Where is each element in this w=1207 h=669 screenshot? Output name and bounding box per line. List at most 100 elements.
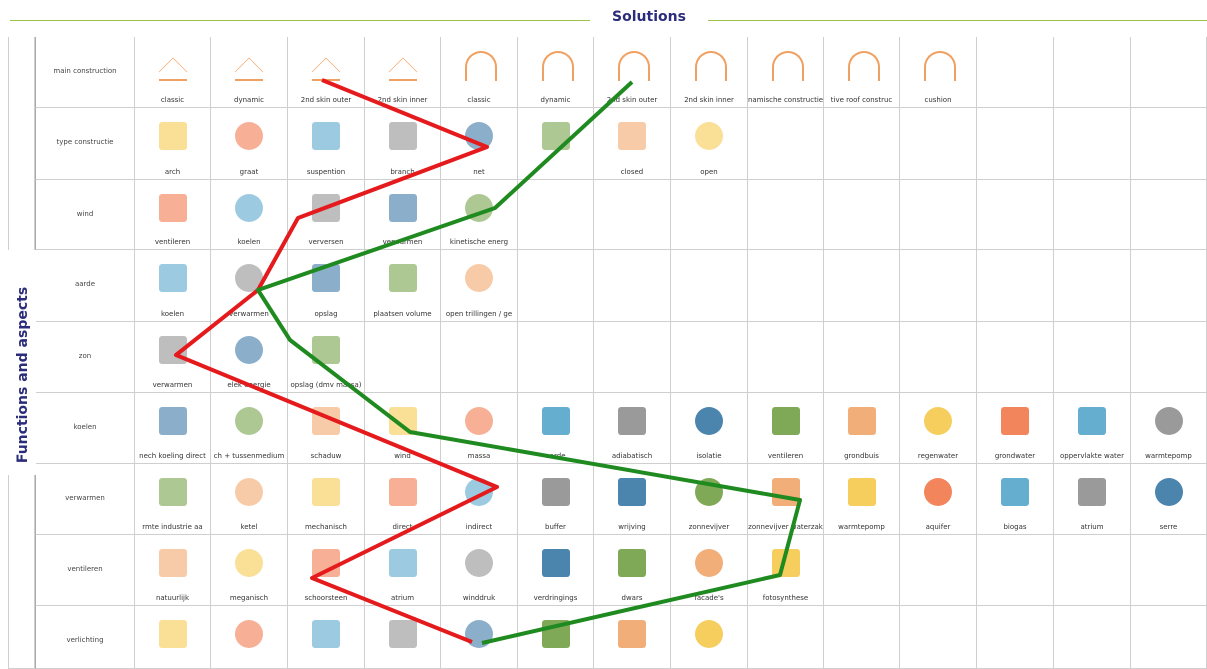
cell bbox=[671, 322, 748, 393]
cell: closed bbox=[594, 108, 671, 180]
cell: 2nd skin inner bbox=[365, 37, 441, 108]
cell bbox=[1054, 250, 1131, 322]
cell-label: verwarmen bbox=[229, 310, 269, 318]
red-path bbox=[174, 78, 499, 644]
icon bbox=[848, 407, 876, 435]
cell: open trillingen / ge bbox=[441, 250, 518, 322]
cell bbox=[824, 535, 900, 606]
cell bbox=[594, 180, 671, 250]
cell bbox=[977, 535, 1054, 606]
cell: koelen bbox=[135, 250, 211, 322]
icon bbox=[235, 549, 263, 577]
cell-label: direct bbox=[392, 523, 413, 531]
cell-label: warmtepomp bbox=[838, 523, 885, 531]
chart-grid: main construction classic dynamic 2nd skin … bbox=[0, 37, 1207, 669]
cell-label: 2nd skin outer bbox=[606, 96, 658, 104]
cell bbox=[824, 322, 900, 393]
icon bbox=[159, 264, 187, 292]
cell bbox=[671, 250, 748, 322]
icon bbox=[159, 407, 187, 435]
row-label: verlichting bbox=[66, 636, 104, 644]
cell: dynamic bbox=[518, 37, 594, 108]
cell bbox=[518, 322, 594, 393]
cell: cushion bbox=[900, 37, 977, 108]
side-label: Functions and aspects bbox=[15, 286, 31, 464]
cell-label: plaatsen volume bbox=[373, 310, 432, 318]
cell-label: rmte industrie aa bbox=[142, 523, 203, 531]
cell-label: isolatie bbox=[696, 452, 722, 460]
icon bbox=[389, 620, 417, 648]
cell: mechanisch bbox=[288, 464, 365, 535]
cell bbox=[900, 108, 977, 180]
cell-label: warmtepomp bbox=[1145, 452, 1192, 460]
cell-label: namische constructie bbox=[748, 96, 823, 104]
cell: oppervlakte water bbox=[1054, 393, 1131, 464]
cell bbox=[1054, 37, 1131, 108]
cell-label: buffer bbox=[545, 523, 566, 531]
cell-label: schoorsteen bbox=[304, 594, 348, 602]
cell bbox=[594, 250, 671, 322]
cell: adiabatisch bbox=[594, 393, 671, 464]
cell-label: branch bbox=[390, 168, 415, 176]
cell-label: aquifer bbox=[925, 523, 951, 531]
cell-label: winddruk bbox=[462, 594, 496, 602]
icon bbox=[389, 51, 417, 81]
cell bbox=[977, 108, 1054, 180]
cell-label: ventileren bbox=[767, 452, 804, 460]
cell: namische constructie bbox=[748, 37, 824, 108]
cell-label: kinetische energ bbox=[449, 238, 509, 246]
cell-label: dwars bbox=[621, 594, 643, 602]
cell: classic bbox=[135, 37, 211, 108]
header-title: Solutions bbox=[612, 9, 686, 25]
cell: open bbox=[671, 108, 748, 180]
cell-label: atrium bbox=[390, 594, 415, 602]
cell: isolatie bbox=[671, 393, 748, 464]
cell: biogas bbox=[977, 464, 1054, 535]
icon bbox=[1078, 407, 1106, 435]
cell-label: closed bbox=[620, 168, 644, 176]
icon bbox=[465, 549, 493, 577]
icon bbox=[465, 51, 497, 81]
cell: suspention bbox=[288, 108, 365, 180]
icon bbox=[848, 51, 880, 81]
header-rule bbox=[708, 20, 1207, 21]
icon bbox=[772, 51, 804, 81]
cell: ventileren bbox=[748, 393, 824, 464]
cell-label: dynamic bbox=[234, 96, 264, 104]
row-label: wind bbox=[76, 210, 94, 218]
cell-label: classic bbox=[160, 96, 185, 104]
cell: massa bbox=[441, 393, 518, 464]
cell-label: zonnevijver waterzak bbox=[748, 523, 823, 531]
cell-label: serre bbox=[1159, 523, 1178, 531]
icon bbox=[235, 194, 263, 222]
cell: wind bbox=[365, 393, 441, 464]
cell: natuurlijk bbox=[135, 535, 211, 606]
cell bbox=[671, 180, 748, 250]
cell-label: dynamic bbox=[540, 96, 571, 104]
cell: winddruk bbox=[441, 535, 518, 606]
icon bbox=[312, 122, 340, 150]
cell-label: ketel bbox=[240, 523, 258, 531]
cell-label: mechanisch bbox=[304, 523, 347, 531]
cell: tive roof construc bbox=[824, 37, 900, 108]
cell-label: suspention bbox=[306, 168, 346, 176]
cell-label: regenwater bbox=[917, 452, 959, 460]
cell: classic bbox=[441, 37, 518, 108]
icon bbox=[1001, 407, 1029, 435]
cell bbox=[977, 322, 1054, 393]
cell bbox=[977, 180, 1054, 250]
icon bbox=[924, 51, 956, 81]
icon bbox=[772, 478, 800, 506]
cell-label: facade's bbox=[694, 594, 724, 602]
cell: fotosynthese bbox=[748, 535, 824, 606]
icon bbox=[618, 549, 646, 577]
cell: kinetische energ bbox=[441, 180, 518, 250]
cell: atrium bbox=[365, 535, 441, 606]
cell: verwarmen bbox=[211, 250, 288, 322]
icon bbox=[924, 407, 952, 435]
icon bbox=[312, 620, 340, 648]
cell: dwars bbox=[594, 535, 671, 606]
icon bbox=[235, 407, 263, 435]
cell-label: graat bbox=[239, 168, 259, 176]
cell: atrium bbox=[1054, 464, 1131, 535]
